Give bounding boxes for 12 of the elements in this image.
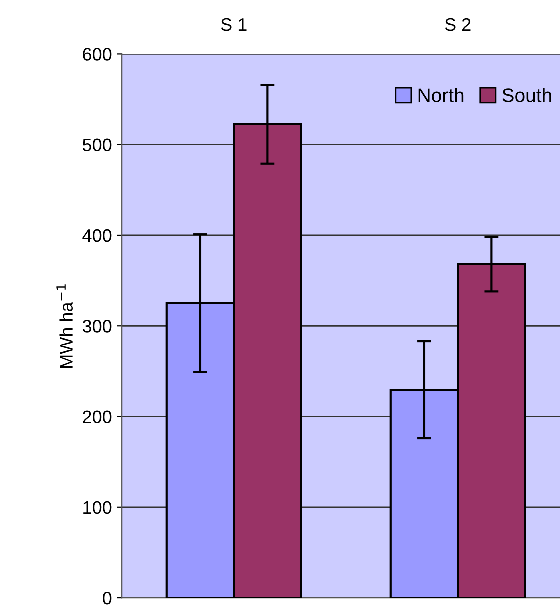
y-tick-label: 500 xyxy=(82,138,112,152)
x-tick-label: S 1 xyxy=(221,18,247,32)
y-tick-label: 0 xyxy=(103,592,112,605)
y-axis-title: MWh ha$^{−1}$ xyxy=(56,284,73,368)
y-tick-label: 600 xyxy=(83,48,112,61)
legend-label: North xyxy=(418,88,464,102)
y-tick-label: 200 xyxy=(83,410,112,424)
x-tick-label: S 2 xyxy=(445,18,471,32)
y-tick-label: 100 xyxy=(84,501,112,514)
y-tick-label: 300 xyxy=(82,320,112,333)
y-tick-label: 400 xyxy=(82,229,112,242)
legend-label: South xyxy=(502,88,552,102)
